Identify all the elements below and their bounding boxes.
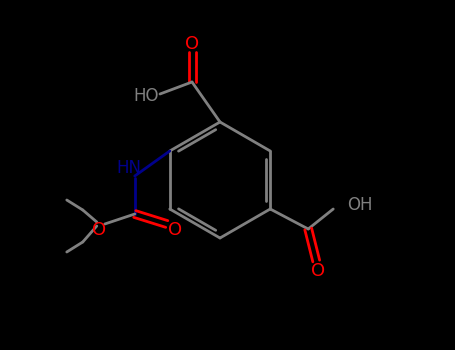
Text: O: O bbox=[185, 35, 199, 53]
Text: O: O bbox=[92, 221, 106, 239]
Text: O: O bbox=[311, 262, 325, 280]
Text: O: O bbox=[168, 221, 182, 239]
Text: HN: HN bbox=[116, 159, 141, 177]
Text: HO: HO bbox=[133, 87, 159, 105]
Text: OH: OH bbox=[347, 196, 373, 214]
